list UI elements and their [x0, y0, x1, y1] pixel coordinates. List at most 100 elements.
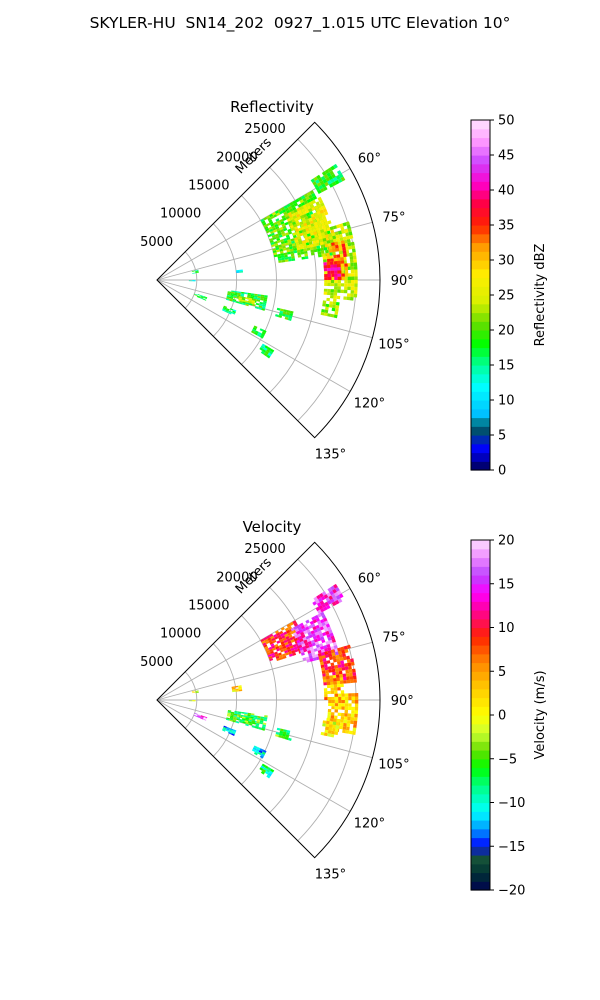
echo-cell [236, 716, 241, 720]
colorbar-band [471, 225, 490, 235]
echo-cell [334, 286, 338, 290]
colorbar-band [471, 566, 490, 576]
echo-cell [323, 268, 328, 272]
echo-cell [285, 734, 290, 738]
echo-cell [336, 254, 341, 258]
echo-cell [279, 638, 284, 643]
echo-cell [330, 229, 335, 234]
echo-cell [229, 728, 234, 731]
echo-cell [227, 709, 232, 712]
echo-cell [334, 231, 339, 236]
echo-cell [350, 269, 355, 274]
azimuth-tick-label: 120° [354, 397, 385, 412]
echo-cell [327, 600, 332, 605]
echo-cell [328, 183, 334, 188]
echo-cell [329, 656, 334, 661]
echo-cell [283, 729, 288, 733]
echo-cell [285, 247, 290, 251]
echo-cell [321, 205, 326, 210]
echo-cell [282, 245, 286, 249]
echo-cell [305, 227, 310, 232]
echo-cell [320, 311, 325, 316]
echo-cell [332, 677, 337, 682]
echo-cell [297, 209, 303, 214]
echo-cell [261, 640, 266, 644]
echo-cell [289, 208, 294, 213]
echo-cell [333, 314, 338, 319]
echo-cell [247, 294, 251, 297]
echo-cell [260, 765, 265, 770]
echo-cell [347, 662, 352, 667]
echo-cell [350, 661, 355, 666]
echo-cell [226, 296, 231, 299]
echo-cell [321, 621, 326, 627]
echo-cell [275, 218, 280, 222]
echo-cell [284, 736, 289, 741]
echo-cell [283, 205, 288, 210]
echo-cell [334, 700, 339, 704]
echo-cell [225, 729, 230, 732]
echo-cell [200, 716, 204, 719]
echo-cell [230, 291, 235, 294]
echo-cell [340, 712, 345, 717]
echo-cell [317, 223, 322, 228]
echo-cell [344, 276, 348, 280]
echo-cell [353, 724, 357, 729]
echo-cell [312, 626, 317, 631]
echo-cell [296, 624, 301, 629]
echo-cell [312, 619, 318, 624]
echo-cell [320, 244, 325, 249]
echo-cell [332, 588, 337, 594]
echo-cell [338, 693, 342, 697]
echo-cell [273, 241, 278, 245]
echo-cell [310, 249, 315, 253]
echo-cell [258, 305, 263, 309]
echo-cell [195, 271, 199, 274]
echo-cell [328, 653, 333, 658]
echo-cell [256, 333, 261, 337]
echo-cell [303, 245, 308, 249]
echo-cell [238, 685, 242, 688]
echo-cell [245, 717, 249, 720]
echo-cell [344, 696, 349, 700]
echo-cell [322, 253, 326, 257]
echo-cell [259, 767, 264, 771]
echo-cell [353, 290, 358, 295]
echo-cell [289, 645, 294, 649]
echo-cell [331, 668, 336, 673]
echo-cell [348, 703, 352, 707]
echo-cell [289, 621, 294, 626]
colorbar-band [471, 706, 490, 716]
echo-cell [306, 205, 312, 210]
echo-cell [282, 311, 287, 315]
echo-cell [349, 255, 354, 260]
azimuth-tick-label: 135° [315, 447, 346, 462]
echo-cell [334, 276, 338, 280]
echo-cell [261, 726, 266, 729]
echo-cell [335, 586, 340, 592]
echo-cell [309, 243, 314, 248]
echo-cell [266, 348, 271, 353]
echo-cell [191, 690, 196, 692]
radial-tick-label: 20000 [216, 150, 257, 165]
echo-cell [332, 724, 336, 729]
echo-cell [317, 613, 322, 618]
echo-cell [261, 728, 266, 731]
echo-cell [273, 229, 278, 233]
echo-cell [346, 679, 351, 684]
echo-cell [307, 640, 312, 645]
radial-tick-label: 10000 [160, 207, 201, 222]
echo-cell [221, 309, 226, 312]
echo-cell [353, 679, 357, 683]
echo-cell [197, 714, 201, 716]
echo-cell [321, 670, 326, 674]
echo-cell [317, 196, 322, 202]
echo-cell [323, 186, 328, 191]
echo-cell [315, 624, 320, 629]
radial-tick-label: 25000 [244, 122, 285, 137]
echo-cell [339, 725, 344, 730]
echo-cell [241, 718, 246, 721]
echo-cell [319, 658, 324, 663]
echo-cell [344, 273, 349, 277]
echo-cell [348, 245, 352, 250]
